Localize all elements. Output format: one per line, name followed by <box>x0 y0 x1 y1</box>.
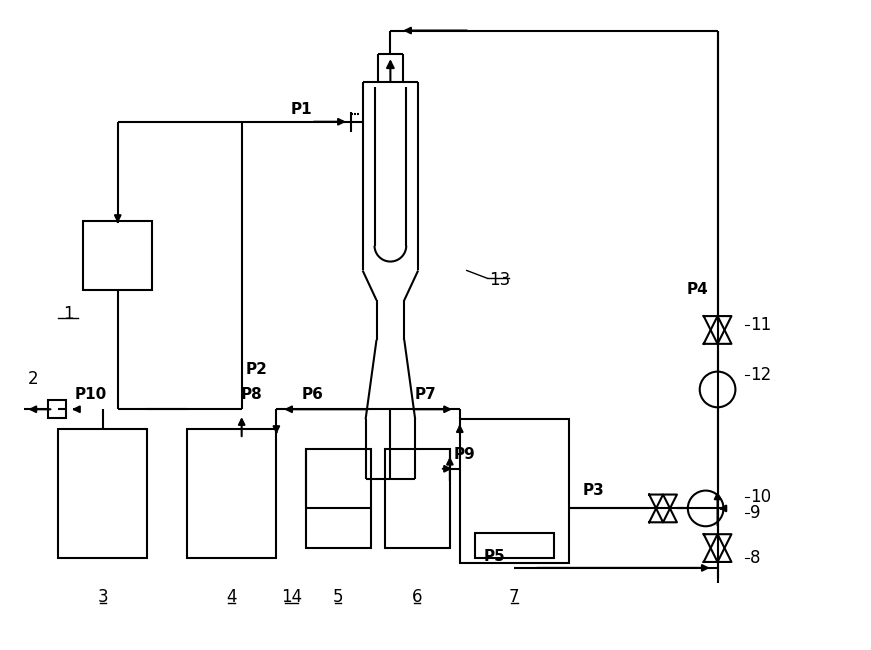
Bar <box>386 449 450 548</box>
Bar <box>187 429 276 558</box>
Text: 5: 5 <box>333 588 343 606</box>
Text: 4: 4 <box>226 588 237 606</box>
Bar <box>48 400 66 418</box>
Text: P3: P3 <box>583 483 604 498</box>
Text: 7: 7 <box>509 588 520 606</box>
Bar <box>306 449 370 548</box>
Text: P10: P10 <box>75 387 107 402</box>
Text: 14: 14 <box>280 588 302 606</box>
Text: P6: P6 <box>302 387 324 402</box>
Text: 12: 12 <box>750 365 772 383</box>
Text: P5: P5 <box>483 549 505 564</box>
Bar <box>83 221 152 291</box>
Text: 10: 10 <box>750 488 772 506</box>
Bar <box>475 533 554 558</box>
Text: 13: 13 <box>490 272 510 289</box>
Text: P4: P4 <box>687 282 709 297</box>
Text: 3: 3 <box>98 588 108 606</box>
Text: 11: 11 <box>750 316 772 334</box>
Bar <box>460 419 569 563</box>
Text: 8: 8 <box>750 549 760 567</box>
Text: P8: P8 <box>240 387 262 402</box>
Text: 2: 2 <box>28 370 39 387</box>
Text: P7: P7 <box>415 387 436 402</box>
Text: P2: P2 <box>246 362 267 377</box>
Text: 6: 6 <box>412 588 422 606</box>
Text: 9: 9 <box>750 504 760 523</box>
Text: 1: 1 <box>63 305 73 323</box>
Text: P1: P1 <box>290 102 312 118</box>
Bar <box>58 429 147 558</box>
Text: P9: P9 <box>454 447 476 462</box>
